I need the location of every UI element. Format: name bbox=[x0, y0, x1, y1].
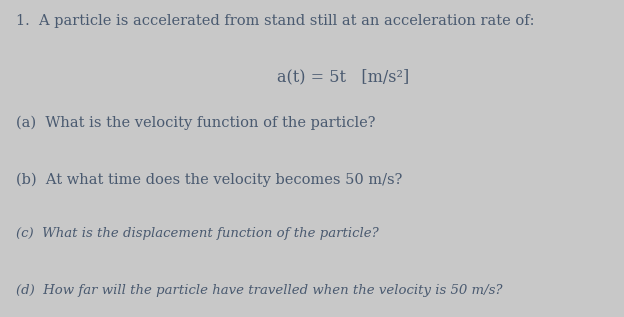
Text: (d)  How far will the particle have travelled when the velocity is 50 m/s?: (d) How far will the particle have trave… bbox=[16, 284, 502, 297]
Text: 1.  A particle is accelerated from stand still at an acceleration rate of:: 1. A particle is accelerated from stand … bbox=[16, 14, 534, 28]
Text: (c)  What is the displacement function of the particle?: (c) What is the displacement function of… bbox=[16, 227, 378, 240]
Text: (b)  At what time does the velocity becomes 50 m/s?: (b) At what time does the velocity becom… bbox=[16, 173, 402, 187]
Text: (a)  What is the velocity function of the particle?: (a) What is the velocity function of the… bbox=[16, 116, 375, 130]
Text: a(t) = 5t   [m/s²]: a(t) = 5t [m/s²] bbox=[277, 68, 409, 85]
